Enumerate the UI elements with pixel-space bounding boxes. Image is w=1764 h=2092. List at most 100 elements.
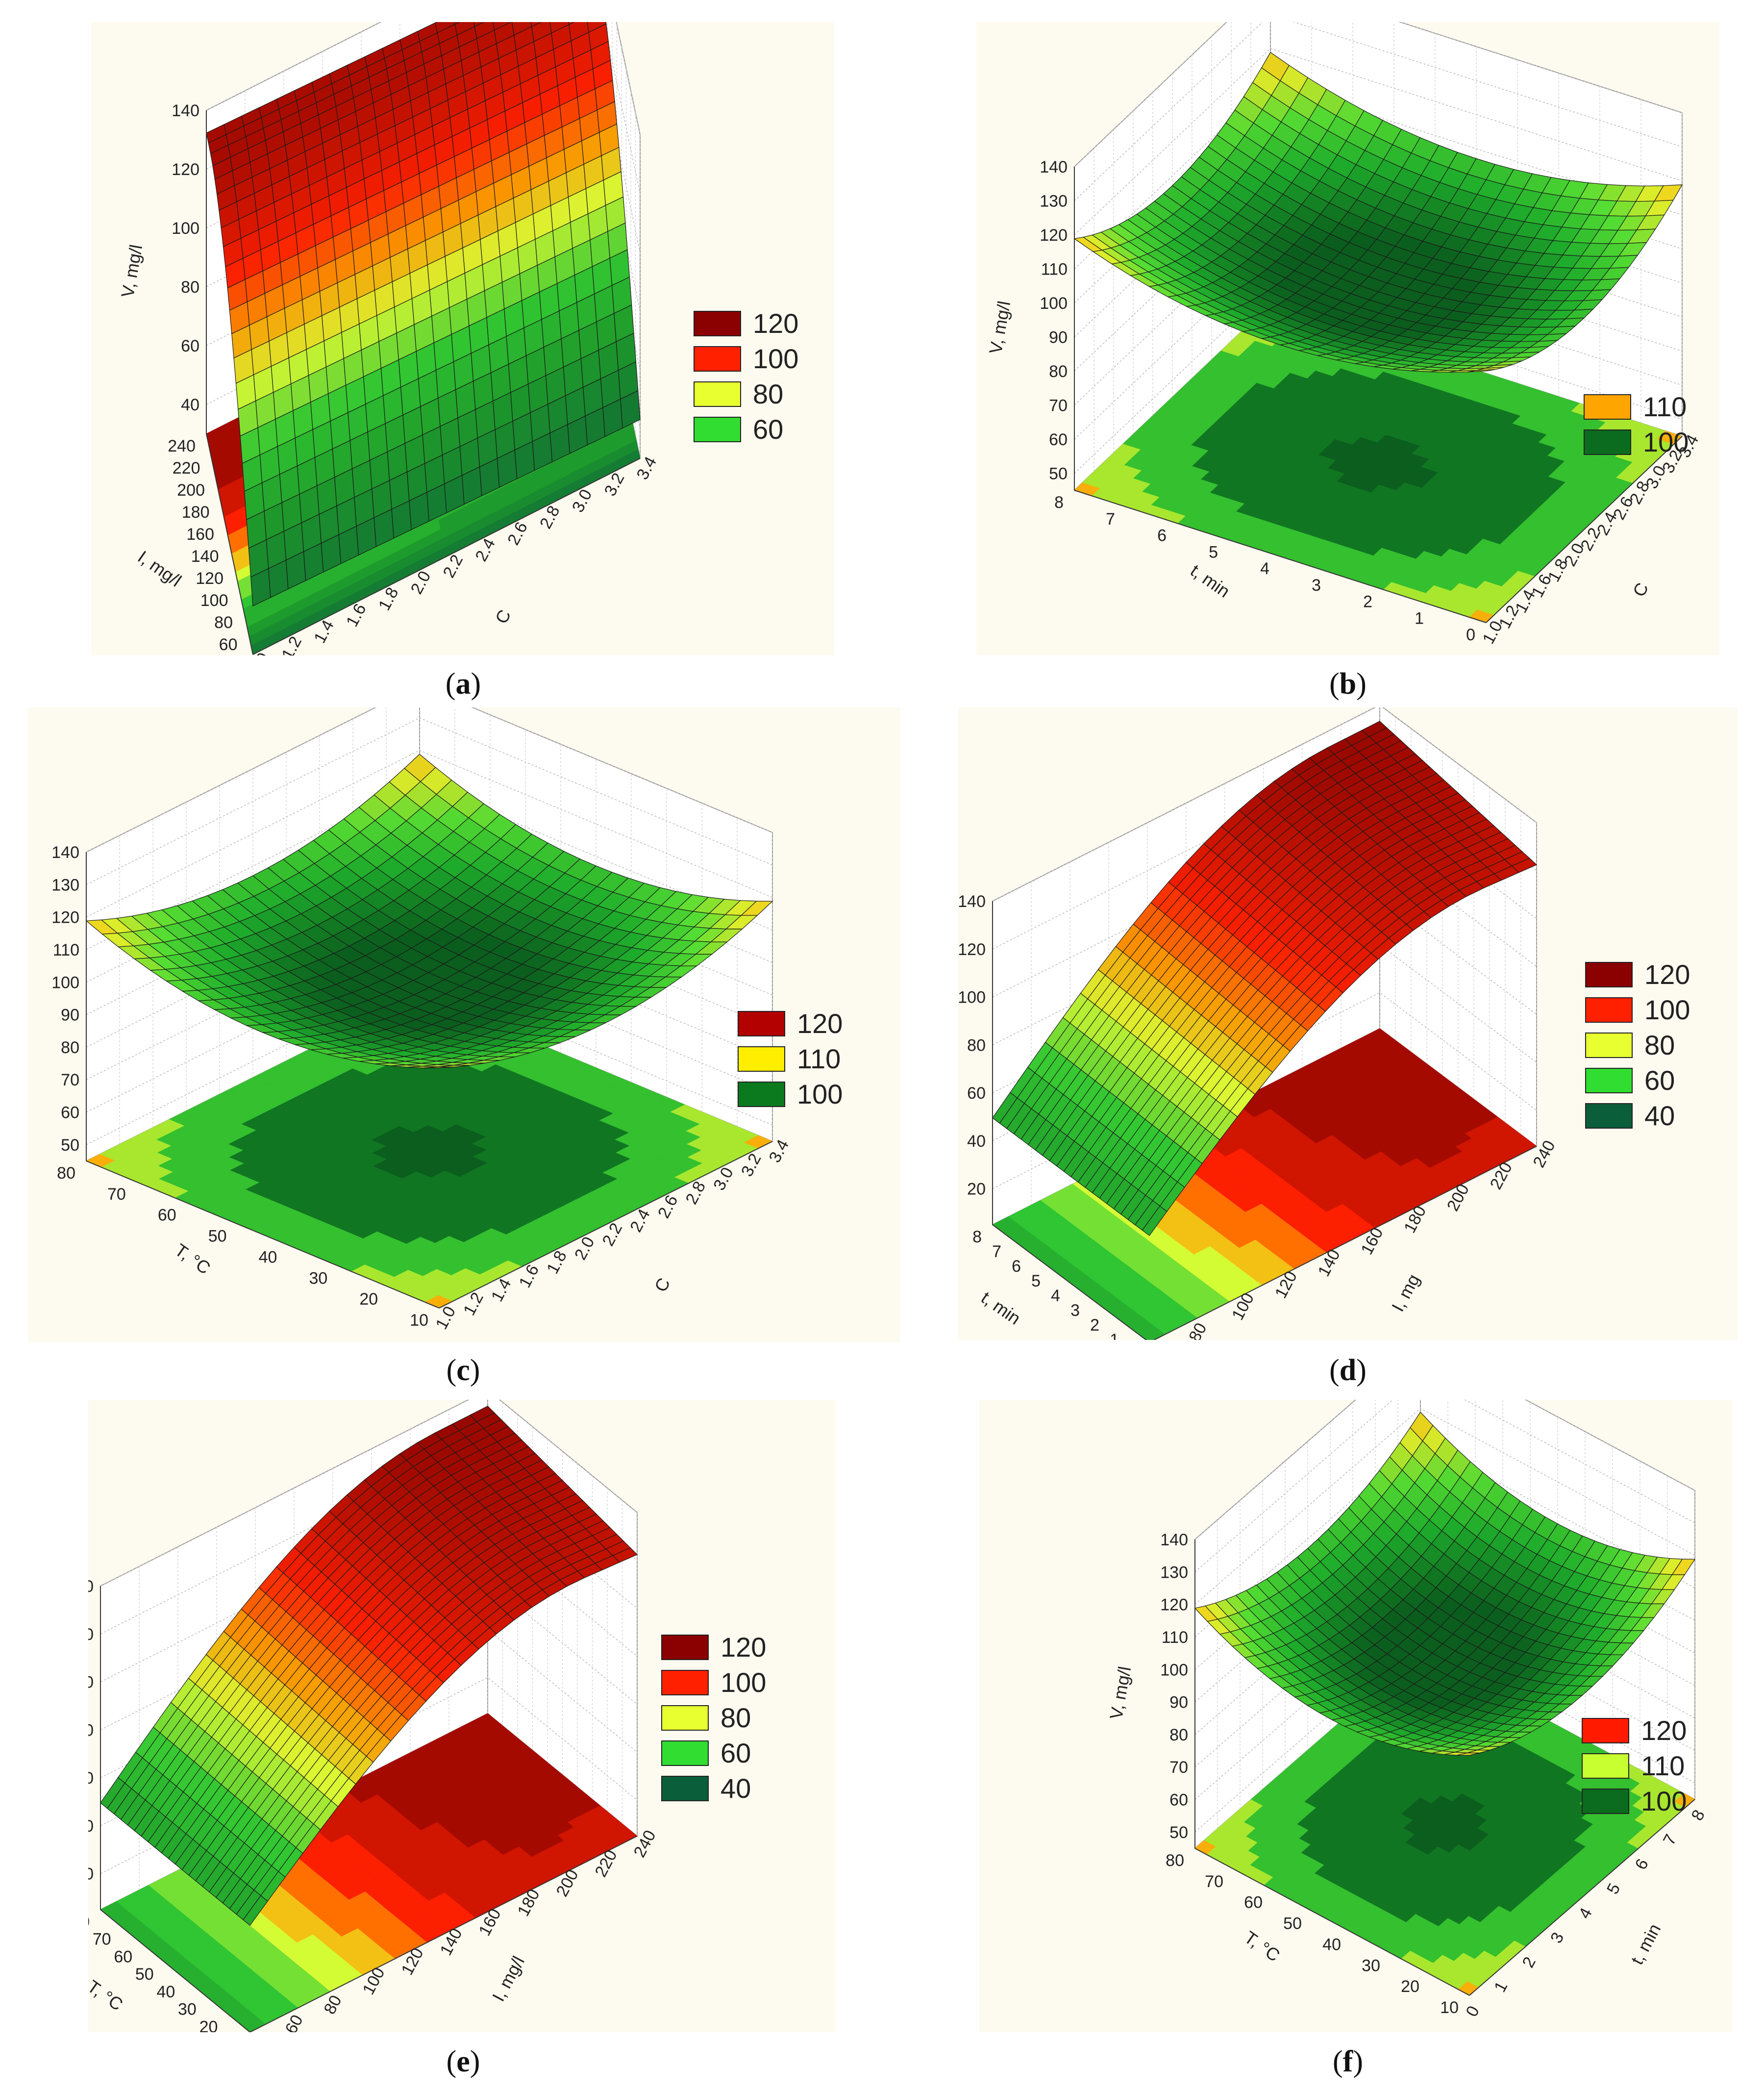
z-tick-label-a: 40 (181, 396, 199, 414)
x-axis-title-a: C (491, 606, 515, 627)
y-tick-label-a: 100 (200, 591, 228, 610)
legend-swatch-d (1585, 1033, 1633, 1058)
y-tick-label-d: 7 (992, 1242, 1001, 1261)
x-axis-title-c: C (650, 1275, 674, 1295)
z-tick-label-d: 120 (958, 940, 986, 959)
surface-b (1073, 51, 1683, 373)
legend-label-a: 60 (753, 414, 783, 445)
legend-swatch-b (1584, 394, 1631, 420)
chart-svg-e: 4060801001201401601802002202401020304050… (88, 1400, 766, 2032)
z-tick-label-d: 60 (967, 1084, 986, 1103)
legend-swatch-c (738, 1082, 785, 1107)
z-tick-label-c: 120 (51, 908, 79, 927)
surface-d (992, 721, 1538, 1236)
z-tick-label-d: 140 (958, 892, 986, 911)
gridline-z-a (206, 22, 641, 194)
z-tick-label-a: 100 (172, 219, 199, 238)
legend-swatch-a (694, 381, 741, 407)
z-tick-label-c: 70 (61, 1071, 79, 1089)
gridline-z-b (1074, 286, 1683, 474)
chart-svg-b: 1.01.21.41.61.82.02.22.42.62.83.03.23.40… (985, 22, 1702, 647)
legend-swatch-d (1585, 1068, 1633, 1093)
legend-label-c: 120 (797, 1008, 843, 1039)
x-axis-title-d: I, mg (1388, 1271, 1424, 1315)
surface-cell-d (1142, 1205, 1168, 1236)
axis-y-line-b (1074, 490, 1487, 623)
y-tick-label-b: 3 (1312, 576, 1321, 595)
y-tick-label-b: 5 (1209, 543, 1218, 561)
surface-c (85, 754, 773, 1068)
surface-cell-a (250, 568, 271, 606)
legend-label-c: 100 (797, 1079, 843, 1109)
chart-panel-d: 4080100120140160180200220240012345678204… (958, 707, 1738, 1340)
x-tick-label-a: 1.0 (246, 650, 273, 655)
z-tick-label-c: 60 (61, 1104, 79, 1122)
axis-x-line-d (1153, 1146, 1537, 1340)
z-tick-label-b: 110 (1041, 260, 1068, 278)
y-tick-label-c: 80 (57, 1164, 75, 1183)
axis-y-line-c (86, 1160, 440, 1309)
chart-panel-b: 1.0 1.2 1.4 1.6 1.8 2.0 2.2 2.4 2.6 2.8 3.0 3.2 3.4 0… (976, 22, 1719, 655)
z-axis-title-b: V, mg/l (985, 300, 1014, 355)
z-tick-label-d: 40 (967, 1132, 986, 1151)
axis-y-line-a (206, 433, 253, 655)
x-tick-label-d: 80 (1185, 1320, 1210, 1340)
gridline-z-a (206, 31, 641, 253)
y-tick-label-c: 70 (107, 1185, 126, 1204)
y-tick-label-c: 30 (309, 1269, 327, 1287)
chart-svg-a: 1.01.21.41.61.82.02.22.42.62.83.03.23.44… (117, 22, 798, 655)
gridline-z-b (1074, 48, 1683, 235)
y-tick-label-d: 5 (1031, 1272, 1041, 1290)
chart-svg-c: 1.0 1.2 1.4 1.6 1.8 2.0 2.2 2.4 2.6 2.8 3.0 3.2 3.41… (51, 707, 843, 1333)
y-tick-label-b: 6 (1157, 527, 1167, 545)
y-tick-label-d: 6 (1012, 1257, 1021, 1276)
axis-x-line-c (439, 1141, 773, 1309)
legend-swatch-a (694, 417, 741, 442)
y-tick-label-b: 2 (1363, 593, 1372, 611)
y-axis-title-b: t, min (1187, 560, 1234, 602)
y-tick-label-c: 60 (158, 1206, 176, 1225)
gridline-z-d (992, 992, 1537, 1189)
legend-swatch-d (1585, 1103, 1633, 1129)
gridline-z-b (1074, 82, 1683, 269)
z-tick-label-c: 140 (51, 843, 79, 862)
z-tick-label-b: 90 (1049, 328, 1068, 347)
legend-swatch-d (1585, 997, 1633, 1023)
legend-label-d: 100 (1644, 994, 1690, 1025)
z-tick-label-d: 100 (958, 988, 986, 1007)
y-tick-label-b: 7 (1106, 510, 1115, 529)
y-tick-label-b: 0 (1466, 626, 1475, 644)
y-tick-label-a: 120 (196, 569, 224, 588)
gridline-z-b (1074, 22, 1683, 202)
legend-swatch-d (1585, 962, 1633, 987)
chart-panel-a: 1.01.21.41.61.82.02.22.42.62.83.03.23.44… (91, 22, 834, 655)
z-tick-label-b: 70 (1049, 396, 1068, 415)
z-tick-label-b: 140 (1040, 158, 1068, 176)
legend-label-a: 80 (753, 378, 783, 409)
legend-swatch-c (738, 1011, 785, 1036)
chart-panel-e: 4060801001201401601802002202401020304050… (88, 1400, 836, 2032)
y-tick-label-c: 50 (208, 1227, 227, 1246)
z-tick-label-d: 20 (967, 1180, 986, 1199)
y-tick-label-a: 200 (177, 481, 205, 500)
z-tick-label-d: 80 (967, 1036, 986, 1055)
z-tick-label-b: 130 (1040, 192, 1068, 210)
x-tick-label-c: 1.0 (432, 1303, 460, 1333)
legend-swatch-b (1584, 429, 1631, 455)
y-tick-label-b: 4 (1260, 559, 1269, 578)
axis-y-line-d (992, 1224, 1147, 1340)
legend-label-a: 100 (753, 343, 798, 374)
y-axis-title-d: t, min (977, 1287, 1024, 1329)
legend-label-d: 120 (1644, 959, 1690, 990)
y-tick-label-a: 60 (219, 635, 238, 654)
surface-cell-b (1467, 369, 1495, 373)
y-tick-label-a: 240 (168, 437, 196, 455)
contour-floor-c (85, 994, 773, 1309)
y-tick-label-c: 10 (410, 1311, 428, 1330)
legend-label-d: 40 (1644, 1100, 1675, 1131)
contour-cell-d (1363, 1028, 1387, 1042)
z-tick-label-b: 120 (1040, 226, 1068, 245)
gridline-z-d (992, 848, 1537, 1045)
